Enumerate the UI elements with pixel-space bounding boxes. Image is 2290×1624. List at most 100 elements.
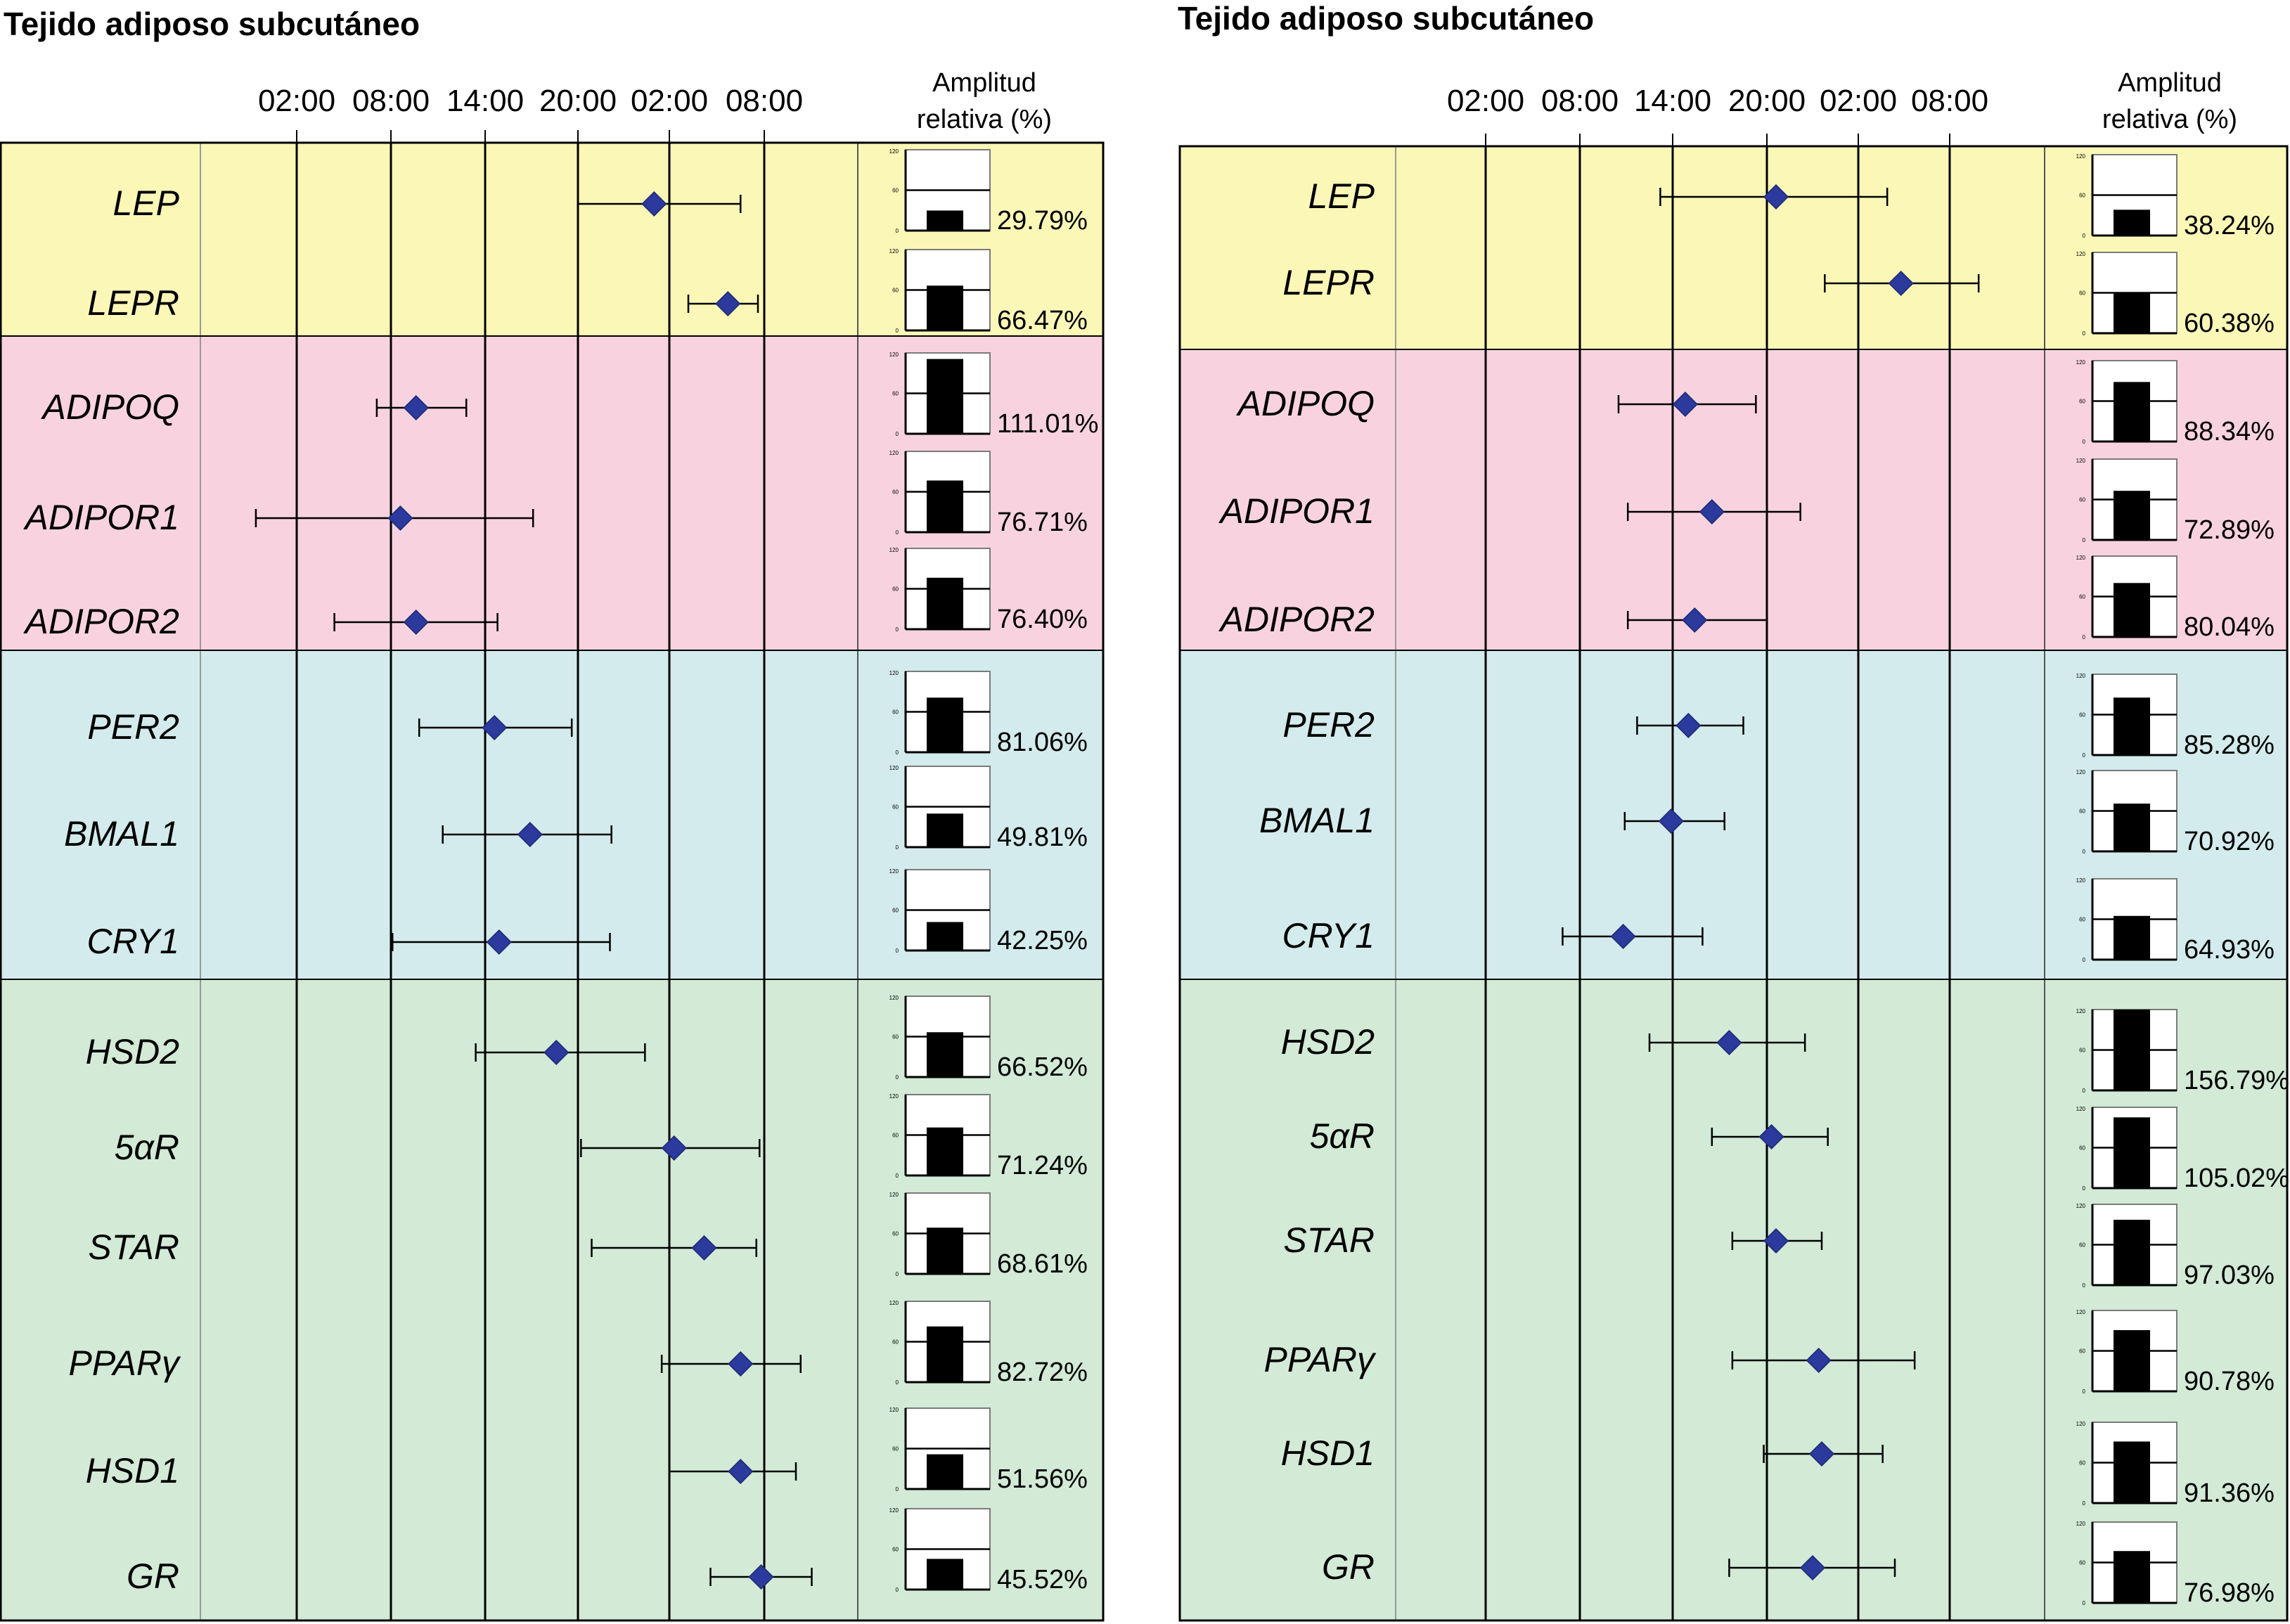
amplitude-value-5r: 105.02% (2184, 1164, 2289, 1193)
acrophase-marker-hsd1 (728, 1458, 754, 1485)
amplitude-mini-tick: 0 (896, 431, 899, 437)
amplitude-mini-tick: 0 (896, 749, 899, 756)
gene-label-5r: 5αR (115, 1128, 179, 1167)
amplitude-mini-tick: 120 (889, 1093, 899, 1100)
gene-label-cry1: CRY1 (1282, 916, 1375, 955)
amplitude-mini-tick: 120 (2076, 1309, 2086, 1315)
acrophase-marker-bmal1 (1658, 808, 1684, 834)
amplitude-bar-ppar (2114, 1330, 2150, 1391)
amplitude-mini-tick: 120 (2076, 1008, 2086, 1014)
amplitude-mini-tick: 60 (892, 1034, 899, 1040)
gene-label-adipor2: ADIPOR2 (1218, 600, 1375, 639)
amplitude-value-cry1: 42.25% (997, 926, 1088, 955)
amplitude-mini-tick: 60 (2079, 497, 2085, 503)
amplitude-header-line-1: Amplitud (932, 68, 1036, 98)
acrophase-marker-5r (1758, 1123, 1784, 1150)
amplitude-mini-tick: 0 (2083, 330, 2086, 337)
amplitude-bar-adipoq (927, 359, 963, 434)
amplitude-bar-5r (927, 1127, 963, 1175)
amplitude-mini-tick: 120 (889, 1507, 899, 1514)
amplitude-mini-tick: 120 (2076, 877, 2086, 884)
amplitude-value-lep: 29.79% (997, 206, 1088, 236)
amplitude-mini-tick: 60 (892, 1446, 899, 1452)
amplitude-mini-tick: 120 (2076, 359, 2086, 366)
amplitude-mini-tick: 0 (2083, 957, 2086, 963)
amplitude-value-lep: 38.24% (2184, 211, 2275, 240)
amplitude-bar-hsd1 (2114, 1441, 2150, 1503)
acrophase-marker-star (1763, 1227, 1789, 1254)
amplitude-mini-tick: 0 (2083, 849, 2086, 855)
gene-label-lepr: LEPR (87, 283, 179, 323)
amplitude-mini-tick: 0 (896, 1587, 899, 1593)
amplitude-mini-tick: 60 (892, 709, 899, 716)
amplitude-mini-tick: 120 (2076, 1521, 2086, 1527)
amplitude-mini-tick: 0 (896, 844, 899, 851)
gene-label-lep: LEP (112, 183, 179, 223)
gene-label-lepr: LEPR (1282, 263, 1375, 302)
x-tick-label: 08:00 (1541, 84, 1619, 118)
acrophase-marker-ppar (1806, 1347, 1832, 1374)
gene-label-gr: GR (1322, 1547, 1375, 1587)
amplitude-value-5r: 71.24% (997, 1151, 1088, 1180)
x-tick-label: 20:00 (1728, 84, 1806, 118)
amplitude-bar-star (2114, 1220, 2150, 1285)
amplitude-bar-lep (2114, 210, 2150, 236)
amplitude-bar-ppar (927, 1326, 963, 1382)
x-tick-label: 08:00 (1911, 84, 1988, 118)
amplitude-value-ppar: 82.72% (997, 1358, 1088, 1387)
amplitude-mini-tick: 60 (2079, 808, 2085, 815)
amplitude-value-cry1: 64.93% (2184, 935, 2275, 965)
amplitude-mini-tick: 120 (889, 670, 899, 676)
amplitude-mini-tick: 60 (2079, 1560, 2085, 1566)
amplitude-bar-cry1 (2114, 915, 2150, 960)
acrophase-marker-per2 (1675, 712, 1702, 739)
amplitude-mini-tick: 60 (2079, 193, 2085, 199)
gene-label-per2: PER2 (1282, 705, 1375, 745)
amplitude-mini-tick: 0 (896, 1379, 899, 1386)
amplitude-mini-tick: 60 (892, 1133, 899, 1139)
amplitude-bar-gr (927, 1559, 963, 1590)
gene-label-adipor1: ADIPOR1 (22, 498, 179, 537)
amplitude-value-gr: 45.52% (997, 1565, 1088, 1594)
acrophase-marker-star (691, 1235, 717, 1261)
amplitude-mini-tick: 0 (896, 1173, 899, 1179)
acrophase-marker-adipor2 (403, 609, 429, 636)
amplitude-bar-adipor2 (2114, 583, 2150, 637)
amplitude-mini-tick: 60 (2079, 1145, 2085, 1152)
amplitude-mini-tick: 60 (892, 288, 899, 294)
amplitude-bar-lepr (927, 285, 963, 330)
amplitude-mini-tick: 60 (2079, 399, 2085, 405)
gene-label-hsd2: HSD2 (1281, 1022, 1375, 1062)
acrophase-marker-lep (1763, 183, 1789, 210)
table-frame (0, 141, 1105, 1622)
amplitude-mini-tick: 120 (2076, 251, 2086, 257)
x-tick-label: 02:00 (1820, 84, 1897, 118)
amplitude-mini-tick: 60 (2079, 712, 2085, 718)
amplitude-mini-tick: 120 (889, 1407, 899, 1413)
acrophase-marker-adipoq (403, 394, 429, 421)
acrophase-marker-adipor1 (387, 505, 413, 531)
amplitude-bar-hsd1 (927, 1454, 963, 1489)
acrophase-marker-hsd2 (1716, 1029, 1742, 1056)
amplitude-bar-adipor1 (2114, 491, 2150, 540)
gene-label-adipoq: ADIPOQ (1236, 384, 1375, 423)
x-tick-label: 02:00 (631, 84, 708, 118)
x-tick-label: 20:00 (539, 84, 617, 118)
gene-label-cry1: CRY1 (86, 922, 179, 961)
amplitude-mini-tick: 60 (892, 391, 899, 397)
amplitude-mini-tick: 60 (2079, 290, 2085, 297)
amplitude-mini-tick: 120 (2076, 555, 2086, 561)
amplitude-bar-bmal1 (927, 813, 963, 847)
acrophase-marker-lep (641, 191, 667, 217)
amplitude-mini-tick: 60 (892, 188, 899, 194)
gene-label-per2: PER2 (87, 707, 179, 747)
amplitude-mini-tick: 0 (896, 948, 899, 954)
amplitude-mini-tick: 0 (2083, 1088, 2086, 1094)
amplitude-mini-tick: 60 (2079, 1348, 2085, 1355)
amplitude-mini-tick: 120 (889, 995, 899, 1001)
amplitude-mini-tick: 120 (889, 1192, 899, 1198)
amplitude-bar-hsd2 (927, 1032, 963, 1077)
x-tick-label: 14:00 (446, 84, 524, 118)
amplitude-bar-adipor2 (927, 577, 963, 629)
